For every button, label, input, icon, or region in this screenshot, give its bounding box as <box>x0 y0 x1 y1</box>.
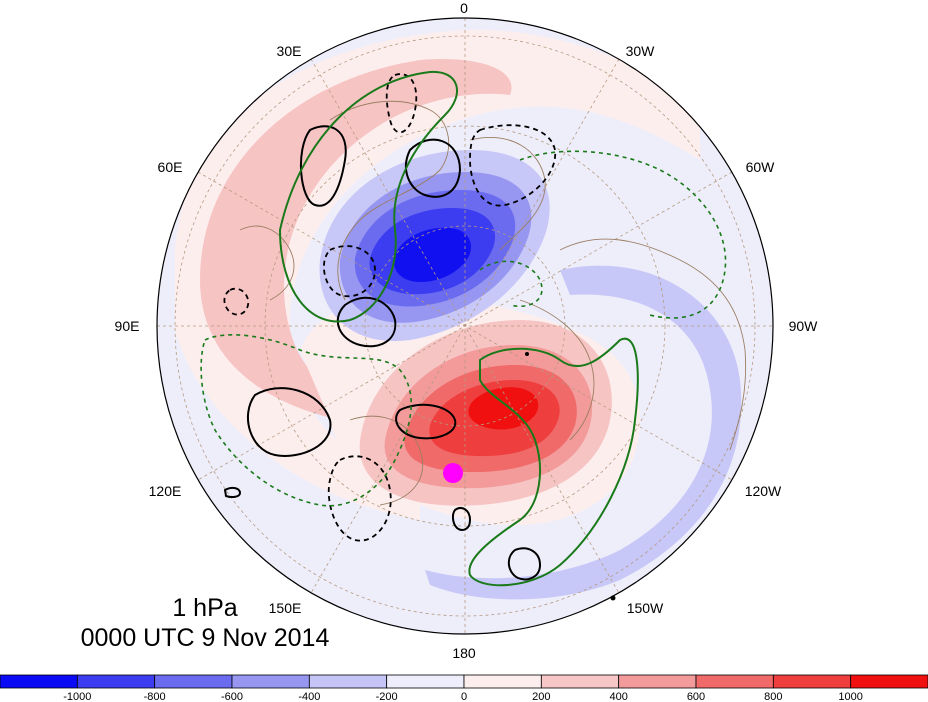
colorbar-tick-label: 1000 <box>838 691 862 702</box>
colorbar-tick-label: 0 <box>461 691 467 702</box>
colorbar-swatch <box>154 674 233 689</box>
colorbar-swatch <box>850 674 928 689</box>
colorbar: -1000 -800 -600 -400 -200 0 200 400 600 800 1000 <box>0 674 928 702</box>
black-contours <box>223 125 542 581</box>
lon-label-90w: 90W <box>789 318 819 334</box>
small-black-dot-icon <box>610 595 616 601</box>
graticule <box>157 18 773 634</box>
lon-label-30w: 30W <box>626 43 656 59</box>
colorbar-swatch <box>618 674 697 689</box>
coastlines <box>239 100 747 506</box>
colorbar-swatch <box>463 674 542 689</box>
colorbar-swatch <box>540 674 620 689</box>
lon-label-0: 0 <box>460 0 468 16</box>
colorbar-tick-label: 800 <box>764 691 782 702</box>
lon-label-150w: 150W <box>627 600 664 616</box>
black-dashed-contours <box>223 73 556 542</box>
map-border <box>156 17 774 635</box>
colorbar-tick-label: 400 <box>609 691 627 702</box>
lon-label-90e: 90E <box>115 318 140 334</box>
colorbar-tick-label: 200 <box>532 691 550 702</box>
colorbar-tick-label: -200 <box>376 691 398 702</box>
colorbar-swatch <box>308 674 388 689</box>
lon-label-60e: 60E <box>158 159 183 175</box>
green-contours <box>278 70 639 587</box>
colorbar-tick-label: -1000 <box>63 691 91 702</box>
magenta-dot-icon <box>443 463 463 483</box>
colorbar-swatch <box>772 674 852 689</box>
colorbar-swatch <box>695 674 774 689</box>
lon-label-120w: 120W <box>745 483 782 499</box>
small-black-dot-icon <box>525 352 529 356</box>
colorbar-tick-label: -800 <box>144 691 166 702</box>
colorbar-tick-label: 600 <box>687 691 705 702</box>
valid-time-label: 0000 UTC 9 Nov 2014 <box>80 624 330 652</box>
colorbar-swatch <box>386 674 465 689</box>
lon-label-120e: 120E <box>149 483 182 499</box>
colorbar-swatch <box>231 674 310 689</box>
colorbar-tick-label: -400 <box>298 691 320 702</box>
lon-label-30e: 30E <box>277 43 302 59</box>
green-dashed-contours <box>200 150 727 507</box>
pressure-level-label: 1 hPa <box>172 594 238 622</box>
lon-label-150e: 150E <box>269 600 302 616</box>
colorbar-tick-label: -600 <box>221 691 243 702</box>
lon-label-60w: 60W <box>746 159 776 175</box>
negative-anomaly-peak <box>393 227 471 282</box>
colorbar-swatch <box>76 674 156 689</box>
positive-arc-region <box>200 59 512 420</box>
colorbar-swatch <box>0 674 78 689</box>
lon-label-180: 180 <box>452 645 476 661</box>
